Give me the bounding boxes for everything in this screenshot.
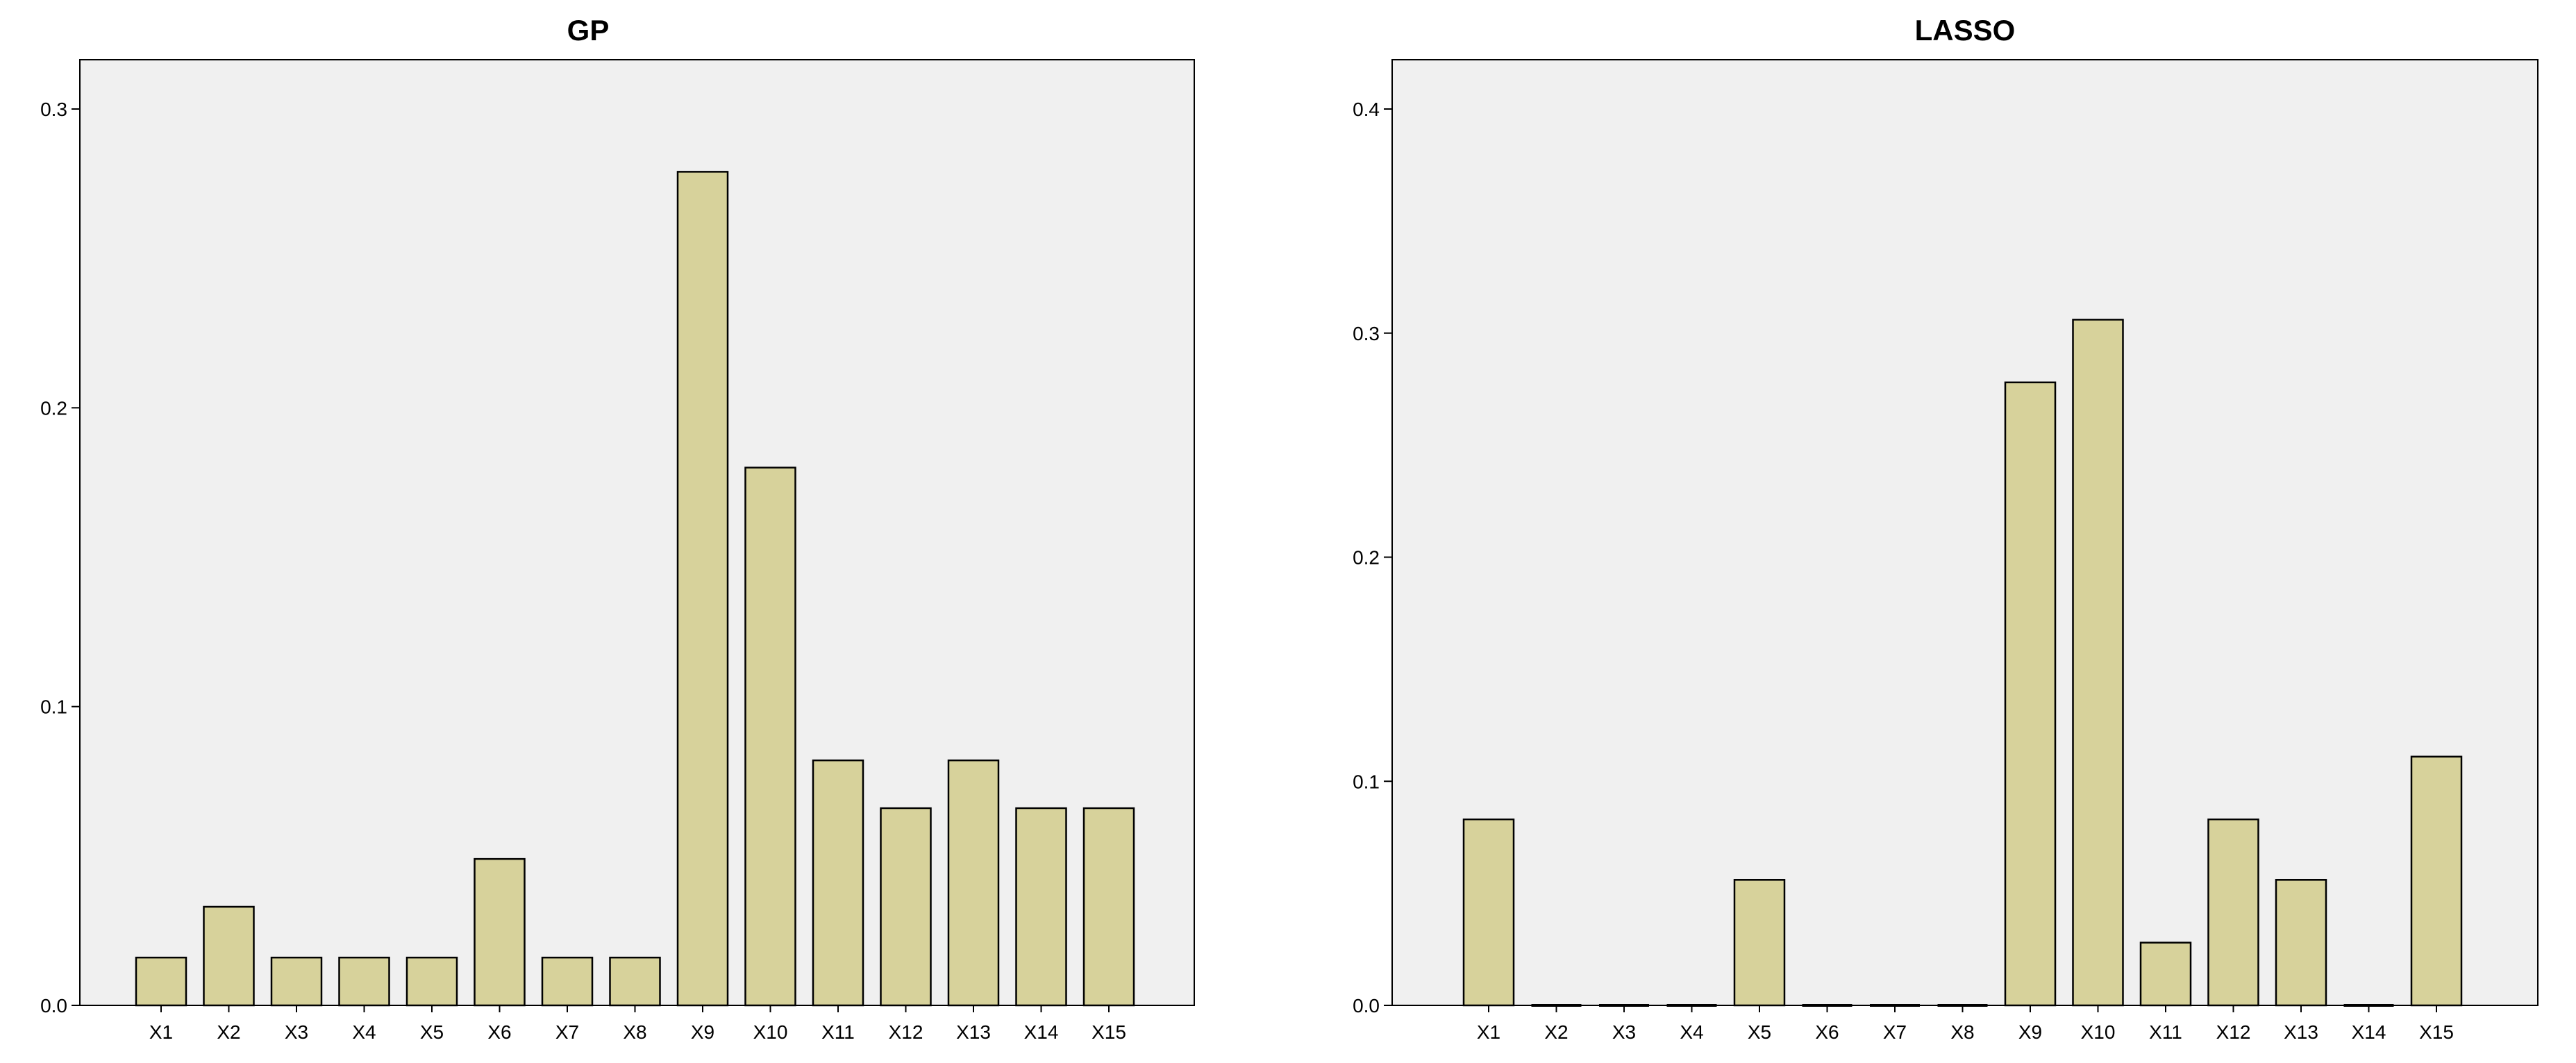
lasso-bar xyxy=(2275,879,2327,1007)
gp-xtick-label: X6 xyxy=(487,1021,511,1043)
gp-xtick-label: X12 xyxy=(889,1021,923,1043)
lasso-xtick-label: X9 xyxy=(2018,1021,2042,1043)
gp-bar xyxy=(405,956,458,1007)
lasso-ytick-label: 0.0 xyxy=(1353,995,1380,1016)
gp-ytick-label: 0.3 xyxy=(40,99,67,120)
gp-xtick-label: X2 xyxy=(217,1021,240,1043)
gp-xtick-label: X13 xyxy=(956,1021,991,1043)
gp-xtick-label: X10 xyxy=(753,1021,788,1043)
gp-bar xyxy=(135,956,187,1007)
gp-bar xyxy=(947,759,1000,1007)
gp-bar xyxy=(744,467,796,1007)
gp-ytick-label: 0.1 xyxy=(40,696,67,718)
lasso-bar xyxy=(1462,818,1515,1007)
gp-bar xyxy=(880,807,932,1007)
lasso-xtick-label: X5 xyxy=(1748,1021,1771,1043)
lasso-chart: LASSO 0.0 0.1 0.2 0.3 0.4 X1 X2 X3 X4 X5 X6 X7 X8 X9… xyxy=(1312,0,2576,1063)
gp-xtick-label: X9 xyxy=(691,1021,714,1043)
gp-xtick-label: X1 xyxy=(149,1021,173,1043)
gp-xtick-label: X5 xyxy=(420,1021,444,1043)
gp-bar xyxy=(812,759,864,1007)
lasso-xtick-label: X1 xyxy=(1477,1021,1500,1043)
gp-ytick-label: 0.2 xyxy=(40,397,67,419)
gp-xtick-label: X4 xyxy=(352,1021,376,1043)
lasso-xtick-label: X13 xyxy=(2284,1021,2318,1043)
lasso-plot-area xyxy=(1391,59,2539,1006)
lasso-bar xyxy=(1733,879,1786,1007)
gp-plot-area xyxy=(79,59,1195,1006)
gp-ytick-label: 0.0 xyxy=(40,995,67,1016)
gp-xtick-label: X14 xyxy=(1024,1021,1059,1043)
lasso-xtick-label: X8 xyxy=(1950,1021,1974,1043)
lasso-xtick-label: X3 xyxy=(1612,1021,1636,1043)
lasso-bar xyxy=(2004,381,2057,1007)
lasso-xtick-label: X7 xyxy=(1883,1021,1907,1043)
lasso-ytick-label: 0.3 xyxy=(1353,323,1380,344)
lasso-xtick-label: X11 xyxy=(2149,1021,2182,1043)
lasso-bar xyxy=(2139,941,2192,1007)
lasso-bar xyxy=(2207,818,2259,1007)
gp-bar xyxy=(676,171,729,1007)
gp-xtick-label: X8 xyxy=(623,1021,646,1043)
gp-bar xyxy=(541,956,594,1007)
lasso-xtick-label: X10 xyxy=(2081,1021,2116,1043)
gp-bar xyxy=(1082,807,1135,1007)
lasso-xtick-label: X4 xyxy=(1680,1021,1703,1043)
gp-bar xyxy=(1015,807,1067,1007)
lasso-xtick-label: X14 xyxy=(2352,1021,2386,1043)
gp-chart-svg: GP 0.0 0.1 0.2 0.3 X1 X2 X3 X4 X5 X6 X7 X8 X9 X10 X11… xyxy=(40,14,1195,1043)
lasso-xtick-label: X12 xyxy=(2216,1021,2251,1043)
gp-xtick-label: X7 xyxy=(555,1021,579,1043)
lasso-ytick-label: 0.1 xyxy=(1353,771,1380,792)
gp-bar xyxy=(270,956,323,1007)
lasso-chart-title: LASSO xyxy=(1915,14,2016,47)
gp-xtick-label: X3 xyxy=(285,1021,308,1043)
lasso-xtick-label: X6 xyxy=(1815,1021,1839,1043)
lasso-ytick-label: 0.4 xyxy=(1353,99,1380,120)
lasso-chart-svg: LASSO 0.0 0.1 0.2 0.3 0.4 X1 X2 X3 X4 X5 X6 X7 X8 X9… xyxy=(1353,14,2539,1043)
gp-chart-title: GP xyxy=(567,14,610,47)
gp-bar xyxy=(609,956,661,1007)
lasso-xtick-label: X15 xyxy=(2419,1021,2454,1043)
gp-bar xyxy=(203,905,255,1007)
gp-bar xyxy=(474,857,526,1007)
gp-xtick-label: X11 xyxy=(821,1021,855,1043)
lasso-bar xyxy=(2072,319,2124,1007)
gp-bar xyxy=(338,956,390,1007)
lasso-xtick-label: X2 xyxy=(1544,1021,1568,1043)
lasso-bar xyxy=(2410,755,2463,1007)
gp-xtick-label: X15 xyxy=(1092,1021,1126,1043)
gp-chart: GP 0.0 0.1 0.2 0.3 X1 X2 X3 X4 X5 X6 X7 X8 X9 X10 X11… xyxy=(0,0,1222,1063)
lasso-ytick-label: 0.2 xyxy=(1353,547,1380,569)
